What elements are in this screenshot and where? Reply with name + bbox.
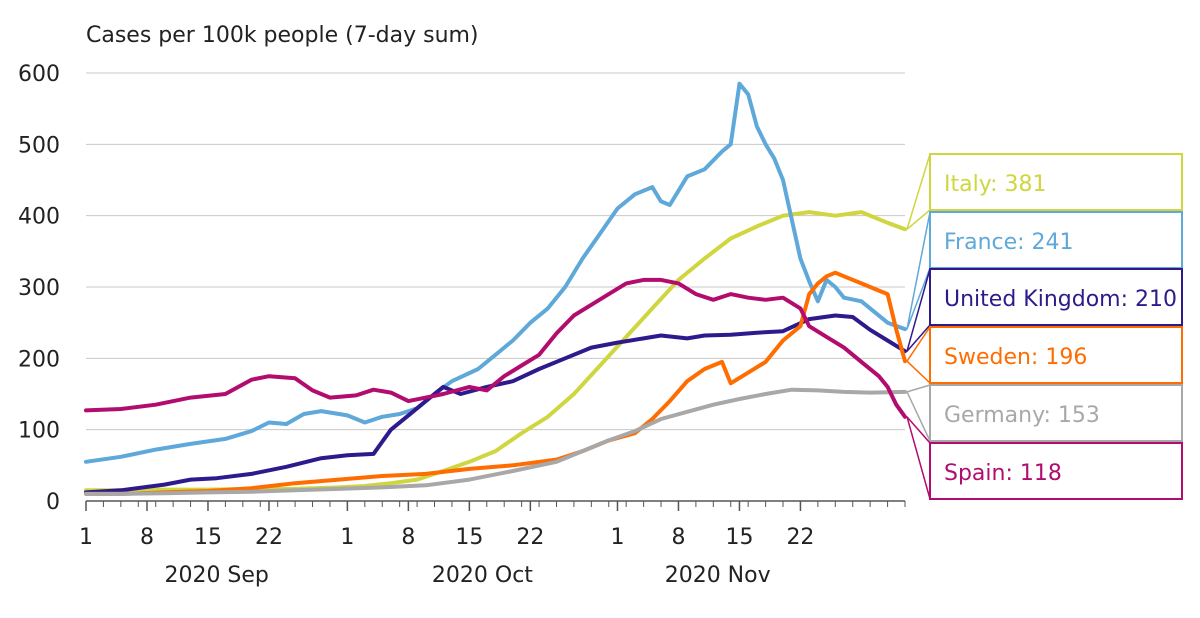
series-end-label: Spain: 118	[944, 461, 1062, 486]
y-tick-label: 600	[18, 62, 60, 87]
y-tick-label: 0	[46, 490, 60, 515]
series-line-united-kingdom	[84, 313, 907, 495]
callout-box	[929, 153, 1183, 211]
callout-box	[929, 442, 1183, 500]
x-tick-label: 15	[725, 525, 753, 550]
x-tick-label: 1	[340, 525, 354, 550]
series-line-france	[84, 81, 907, 464]
x-tick-label: 8	[671, 525, 685, 550]
series-line-sweden	[84, 270, 907, 496]
series-line-germany	[84, 387, 907, 496]
y-tick-label: 500	[18, 133, 60, 158]
callout-box	[929, 211, 1183, 269]
x-month-label: 2020 Oct	[432, 563, 533, 588]
callout-box	[929, 326, 1183, 384]
callout-box	[929, 384, 1183, 442]
x-tick-label: 8	[140, 525, 154, 550]
x-axis: 1 8 15 22 1 8 15 22 1 8 15 22 2020 Sep 2020 Oct 2020 N…	[79, 500, 906, 588]
series-end-label: United Kingdom: 210	[944, 287, 1177, 312]
x-month-label: 2020 Nov	[665, 563, 771, 588]
series-end-label: Germany: 153	[944, 403, 1100, 428]
x-tick-label: 1	[610, 525, 624, 550]
end-label-france: France: 241	[906, 211, 1183, 330]
end-label-spain: Spain: 118	[906, 416, 1183, 500]
end-label-sweden: Sweden: 196	[906, 326, 1183, 384]
x-month-label: 2020 Sep	[164, 563, 268, 588]
end-label-united-kingdom: United Kingdom: 210	[906, 268, 1183, 352]
x-tick-label: 22	[786, 525, 814, 550]
y-tick-label: 100	[18, 419, 60, 444]
callout-box	[929, 268, 1183, 326]
series-line-italy	[84, 210, 907, 493]
series-lines	[84, 81, 907, 496]
end-label-germany: Germany: 153	[906, 384, 1183, 442]
series-end-label: Sweden: 196	[944, 345, 1087, 370]
x-tick-label: 15	[455, 525, 483, 550]
callout-pointer	[906, 153, 931, 230]
x-tick-label: 15	[194, 525, 222, 550]
gridlines	[86, 72, 905, 431]
series-line-spain	[84, 277, 907, 419]
y-tick-label: 300	[18, 276, 60, 301]
series-end-label: France: 241	[944, 230, 1074, 255]
x-tick-label: 8	[401, 525, 415, 550]
end-label-italy: Italy: 381	[906, 153, 1183, 230]
chart-title: Cases per 100k people (7-day sum)	[86, 23, 479, 48]
x-tick-label: 1	[79, 525, 93, 550]
end-labels: Italy: 381 France: 241 United Kingdom: 210…	[906, 153, 1183, 500]
x-tick-label: 22	[516, 525, 544, 550]
y-tick-label: 200	[18, 347, 60, 372]
y-axis-ticks: 0 100 200 300 400 500 600	[18, 62, 60, 515]
y-tick-label: 400	[18, 205, 60, 230]
x-tick-label: 22	[255, 525, 283, 550]
series-end-label: Italy: 381	[944, 172, 1047, 197]
